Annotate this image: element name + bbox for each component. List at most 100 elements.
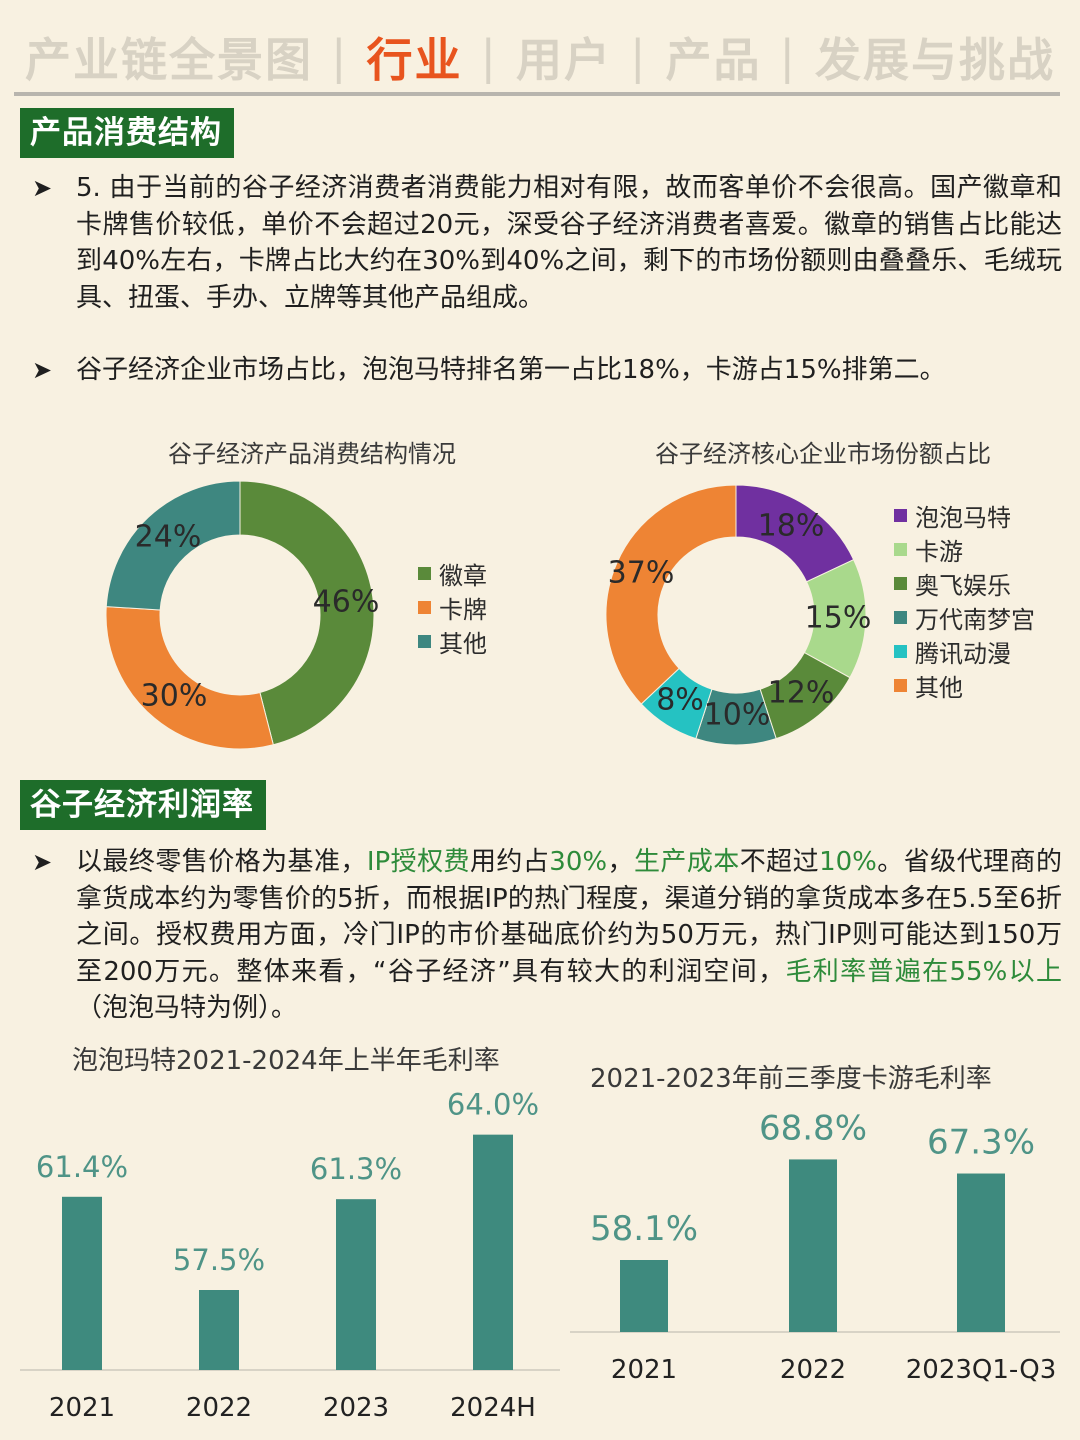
legend-market-share: 泡泡马特卡游奥飞娱乐 万代南梦宫腾讯动漫其他 [894, 498, 1035, 702]
donut-value-label: 10% [704, 698, 771, 733]
legend-swatch [894, 542, 907, 556]
nav-item-industry[interactable]: 行业 [366, 33, 463, 87]
bar-2022 [789, 1159, 837, 1332]
x-tick-label: 2023Q1-Q3 [906, 1355, 1057, 1385]
body-text: 不超过 [739, 847, 820, 877]
legend-swatch [894, 678, 907, 692]
donut-value-label: 12% [768, 676, 835, 711]
nav-divider [14, 92, 1060, 96]
section-title-profit: 谷子经济利润率 [20, 780, 266, 830]
x-tick-label: 2023 [323, 1393, 389, 1423]
legend-item: 其他 [894, 668, 1035, 702]
bar-2023Q1-Q3 [957, 1173, 1005, 1332]
legend-item: 奥飞娱乐 [894, 566, 1035, 600]
donut-slice-卡牌 [105, 606, 274, 750]
legend-label: 奥飞娱乐 [915, 571, 1011, 600]
legend-swatch [894, 644, 907, 658]
bar-value-label: 67.3% [927, 1123, 1035, 1163]
legend-swatch [418, 566, 431, 580]
legend-label: 徽章 [439, 561, 487, 590]
bullet-text-profit: 以最终零售价格为基准，IP授权费用约占30%，生产成本不超过10%。省级代理商的… [76, 844, 1062, 1027]
donut-value-label: 15% [805, 601, 872, 636]
section-title-consumption: 产品消费结构 [20, 108, 234, 158]
donut-value-label: 37% [608, 556, 675, 591]
bullet-text: 谷子经济企业市场占比，泡泡马特排名第一占比18%，卡游占15%排第二。 [76, 355, 946, 385]
legend-swatch [894, 508, 907, 522]
legend-item: 卡牌 [418, 590, 487, 624]
chart-title-popmart-margin: 泡泡玛特2021-2024年上半年毛利率 [72, 1046, 500, 1076]
legend-swatch [418, 634, 431, 648]
chart-title-kayou-margin: 2021-2023年前三季度卡游毛利率 [590, 1064, 992, 1094]
bar-2021 [62, 1196, 102, 1370]
nav-separator: | [331, 30, 349, 84]
x-tick-label: 2024H [450, 1393, 536, 1423]
body-text: 以最终零售价格为基准， [76, 847, 367, 877]
donut-value-label: 30% [141, 679, 208, 714]
nav-item-development[interactable]: 发展与挑战 [815, 33, 1055, 87]
donut-chart-1: 46% 30% 24% [105, 480, 380, 750]
donut-value-label: 46% [313, 585, 380, 620]
bullet-arrow-icon: ➤ [32, 356, 53, 384]
bar-value-label: 61.3% [310, 1152, 402, 1186]
legend-item: 泡泡马特 [894, 498, 1035, 532]
donut-slice-其他 [105, 480, 241, 611]
donut-slice-徽章 [239, 480, 375, 746]
donut-value-label: 24% [135, 520, 202, 555]
body-text: ， [607, 847, 634, 877]
legend-swatch [894, 610, 907, 624]
bar-2023 [336, 1199, 376, 1370]
bullet-item: ➤ 5. 由于当前的谷子经济消费者消费能力相对有限，故而客单价不会很高。国产徽章… [32, 170, 1062, 316]
bar-value-label: 68.8% [759, 1108, 867, 1148]
nav-separator: | [480, 30, 498, 84]
legend-label: 泡泡马特 [915, 503, 1011, 532]
nav-separator: | [630, 30, 648, 84]
donut-value-label: 18% [758, 509, 825, 544]
nav-item-products[interactable]: 产品 [665, 33, 762, 87]
body-text: 。省级代理商的拿货成本约为零售价的5折，而根据IP的热门程度，渠道分销的拿货成本… [76, 847, 1062, 987]
nav-item-industry-chain[interactable]: 产业链全景图 [25, 33, 313, 87]
bullet-item: ➤ 谷子经济企业市场占比，泡泡马特排名第一占比18%，卡游占15%排第二。 [32, 352, 1062, 389]
highlight-text: 生产成本 [633, 847, 740, 877]
legend-swatch [418, 600, 431, 614]
legend-label: 其他 [915, 673, 963, 702]
bullet-text: 5. 由于当前的谷子经济消费者消费能力相对有限，故而客单价不会很高。国产徽章和卡… [76, 173, 1062, 313]
highlight-text: 毛利率普遍在55%以上 [785, 956, 1062, 987]
legend-item: 万代南梦宫 [894, 600, 1035, 634]
highlight-text: 30% [549, 847, 608, 877]
body-text: （泡泡马特为例）。 [76, 993, 298, 1023]
donut-value-label: 8% [656, 683, 704, 718]
nav-item-users[interactable]: 用户 [516, 33, 612, 87]
top-nav: 产业链全景图 | 行业 | 用户 | 产品 | 发展与挑战 [0, 22, 1080, 92]
bar-value-label: 58.1% [590, 1209, 698, 1249]
legend-item: 徽章 [418, 556, 487, 590]
legend-label: 腾讯动漫 [915, 639, 1011, 668]
bar-value-label: 57.5% [173, 1243, 265, 1277]
legend-label: 卡游 [915, 537, 963, 566]
legend-item: 卡游 [894, 532, 1035, 566]
highlight-text: IP授权费 [366, 847, 470, 877]
legend-swatch [894, 576, 907, 590]
donut-chart-2: 18% 15% 12%10%8% 37% [605, 484, 872, 746]
bar-chart-1: 61.4% 2021 57.5% 2022 61.3% 2023 64.0% 2024H [20, 1088, 560, 1423]
x-tick-label: 2021 [611, 1355, 677, 1385]
legend-item: 其他 [418, 624, 487, 658]
chart-title-market-share: 谷子经济核心企业市场份额占比 [655, 440, 991, 468]
legend-label: 卡牌 [439, 595, 487, 624]
x-tick-label: 2021 [49, 1393, 115, 1423]
legend-label: 其他 [439, 629, 487, 658]
bullet-arrow-icon: ➤ [32, 174, 53, 202]
x-tick-label: 2022 [780, 1355, 846, 1385]
highlight-text: 10% [819, 847, 877, 877]
chart-title-consumption-structure: 谷子经济产品消费结构情况 [168, 440, 456, 468]
legend-item: 腾讯动漫 [894, 634, 1035, 668]
bar-value-label: 64.0% [447, 1088, 539, 1122]
bullet-item: ➤ 以最终零售价格为基准，IP授权费用约占30%，生产成本不超过10%。省级代理… [32, 844, 1062, 1027]
body-text: 用约占 [469, 847, 550, 877]
donut-slice-其他 [605, 484, 737, 705]
bullet-arrow-icon: ➤ [32, 848, 53, 876]
bar-value-label: 61.4% [36, 1150, 128, 1184]
bar-2021 [620, 1260, 668, 1332]
bar-2022 [199, 1290, 239, 1370]
legend-consumption: 徽章 卡牌 其他 [418, 556, 487, 658]
